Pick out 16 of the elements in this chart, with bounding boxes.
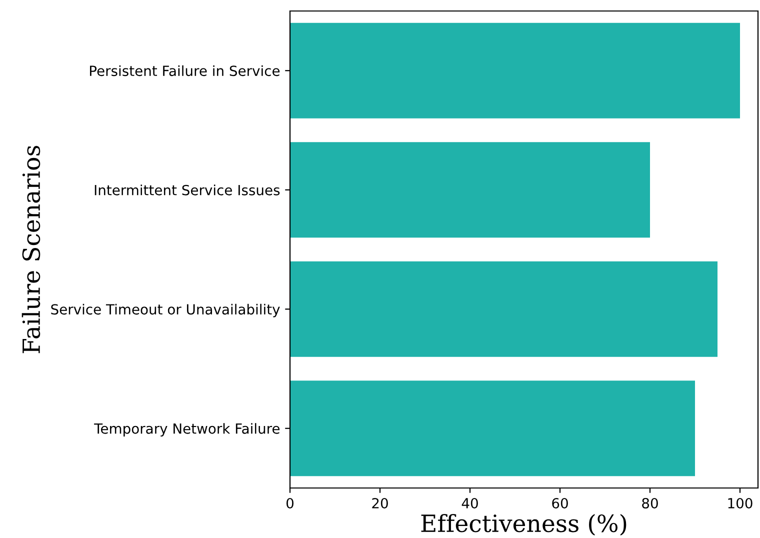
bar	[290, 380, 695, 476]
y-axis-title: Failure Scenarios	[22, 146, 40, 354]
y-tick-label: Intermittent Service Issues	[94, 184, 280, 196]
y-tick-label: Persistent Failure in Service	[90, 65, 280, 76]
x-tick-label: 60	[552, 498, 568, 508]
bar	[290, 261, 718, 357]
x-tick-label: 20	[372, 498, 388, 508]
x-tick-label: 40	[462, 498, 478, 508]
bar	[290, 142, 650, 238]
bar	[290, 22, 740, 118]
y-tick-label: Service Timeout or Unavailability	[51, 304, 280, 318]
y-tick-label: Temporary Network Failure	[94, 423, 280, 437]
x-axis-title: Effectiveness (%)	[421, 514, 626, 536]
x-tick-label: 0	[286, 498, 294, 508]
x-tick-label: 100	[728, 498, 752, 508]
x-tick-label: 80	[642, 498, 658, 508]
